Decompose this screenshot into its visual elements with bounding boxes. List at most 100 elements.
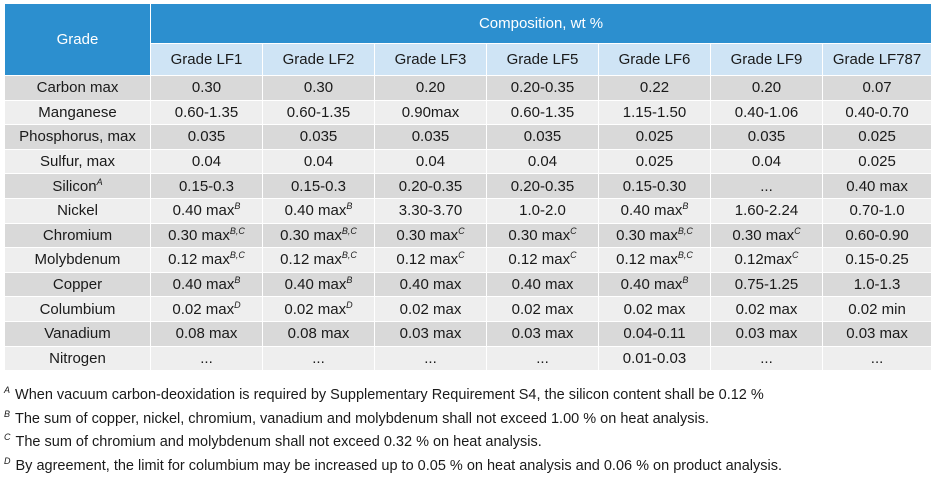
cell-value: 0.20-0.35 [510,79,575,97]
element-cell: Chromium [4,222,151,249]
cell-value: 0.40-1.06 [734,103,799,121]
cell-value: 0.40 max [284,202,347,220]
value-cell: 0.03 max [710,320,823,347]
cell-value: 0.30 max [508,226,571,244]
cell-value: 0.02 max [511,300,574,318]
cell-value: 0.20-0.35 [398,177,463,195]
footnote: C The sum of chromium and molybdenum shal… [4,431,931,455]
value-cell: 0.30 maxC [486,222,599,249]
value-cell: 0.30 [150,75,263,101]
value-cell: 0.40 maxB [598,197,711,224]
footnote-mark: D [346,299,353,310]
value-cell: ... [486,345,599,372]
cell-value: 3.30-3.70 [398,202,463,220]
cell-value: ... [760,349,773,367]
value-cell: 1.0-1.3 [821,271,933,298]
value-cell: ... [262,345,375,372]
value-cell: 0.30 maxB,C [262,222,375,249]
cell-value: ... [200,349,213,367]
value-cell: 0.12 maxB,C [598,247,711,273]
cell-value: 0.40 max [620,202,683,220]
value-cell: 0.15-0.3 [150,173,263,199]
element-label: Vanadium [44,325,111,343]
element-label: Molybdenum [34,251,121,269]
footnote-mark: D [4,455,11,466]
cell-value: 0.40 max [620,276,683,294]
value-cell: 0.12 maxC [374,247,487,273]
value-cell: 0.40 max [486,271,599,298]
cell-value: 1.0-1.3 [853,276,901,294]
value-cell: 0.90max [374,99,487,126]
cell-value: 0.30 max [732,226,795,244]
table-row: Nitrogen............ 0.01-0.03...... [4,345,933,372]
composition-header: Composition, wt % [149,3,933,44]
grade-column-header: Grade LF5 [486,42,599,77]
footnote-mark: B [682,201,689,212]
value-cell: ... [821,345,933,372]
cell-value: 0.20-0.35 [510,177,575,195]
element-cell: Carbon max [4,75,151,101]
cell-value: 0.40-0.70 [845,103,909,121]
footnote-text: The sum of chromium and molybdenum shall… [15,434,542,450]
composition-table: Grade Composition, wt % Grade LF1 Grade L… [4,3,933,372]
element-label: Sulfur, max [39,153,116,171]
grade-column-header: Grade LF9 [710,42,823,77]
footnote-mark: C [794,225,801,236]
value-cell: 0.025 [821,124,933,150]
cell-value: ... [424,349,437,367]
value-cell: 0.025 [821,148,933,175]
cell-value: 0.30 max [396,226,459,244]
cell-value: 0.40 max [284,276,347,294]
grade-header: Grade [4,3,151,76]
cell-value: 0.035 [747,128,786,146]
value-cell: 0.20-0.35 [486,173,599,199]
value-cell: 0.30 maxC [374,222,487,249]
value-cell: 0.12 maxB,C [150,247,263,273]
element-label: Chromium [42,226,113,244]
cell-value: 0.12 max [508,251,571,269]
cell-value: 0.03 max [846,325,908,343]
value-cell: 0.04 [150,148,263,175]
grade-column-header: Grade LF3 [374,42,487,77]
cell-value: 0.30 [191,79,222,97]
cell-value: 0.01-0.03 [622,349,687,367]
cell-value: 0.15-0.3 [178,177,235,195]
cell-value: 0.12 max [280,251,342,269]
table-row: Molybdenum 0.12 maxB,C 0.12 maxB,C 0.12 max… [4,247,933,273]
cell-value: 0.03 max [399,325,462,343]
value-cell: 0.04-0.11 [598,320,711,347]
grade-column-header: Grade LF6 [598,42,711,77]
value-cell: 0.70-1.0 [821,197,933,224]
cell-value: 0.40 max [399,276,462,294]
cell-value: 0.02 min [848,300,906,318]
value-cell: 0.40-1.06 [710,99,823,126]
element-cell: Phosphorus, max [4,124,151,150]
cell-value: 0.12max [734,251,793,269]
element-label: Copper [52,276,103,294]
cell-value: 0.90max [401,103,460,121]
value-cell: 0.40 maxB [150,271,263,298]
value-cell: ... [710,345,823,372]
table-row: Chromium 0.30 maxB,C 0.30 maxB,C 0.30 maxC 0… [4,222,933,249]
footnote-mark: C [792,250,799,261]
cell-value: 0.30 max [280,226,342,244]
table-row: Nickel 0.40 maxB 0.40 maxB 3.30-3.70 1.0-2.0… [4,197,933,224]
value-cell: 0.12 maxC [486,247,599,273]
value-cell: 0.02 maxD [262,296,375,322]
table-row: Sulfur, max 0.04 0.04 0.04 0.04 0.025 0.04 0.02… [4,148,933,175]
table-row: Vanadium 0.08 max 0.08 max 0.03 max 0.03 max… [4,320,933,347]
footnote-mark: A [96,176,103,187]
cell-value: 0.40 max [172,202,235,220]
value-cell: 0.04 [374,148,487,175]
value-cell: 0.60-1.35 [262,99,375,126]
table-row: Columbium 0.02 maxD 0.02 maxD 0.02 max 0.02 … [4,296,933,322]
value-cell: 0.02 max [598,296,711,322]
cell-value: 0.02 max [735,300,798,318]
cell-value: 0.40 max [511,276,574,294]
cell-value: 0.02 max [284,300,347,318]
cell-value: 0.70-1.0 [849,202,905,220]
cell-value: 0.22 [639,79,670,97]
value-cell: 0.40 maxB [150,197,263,224]
footnote-mark: D [234,299,241,310]
table-row: Carbon max 0.30 0.30 0.20 0.20-0.35 0.22 0.20 0… [4,75,933,101]
